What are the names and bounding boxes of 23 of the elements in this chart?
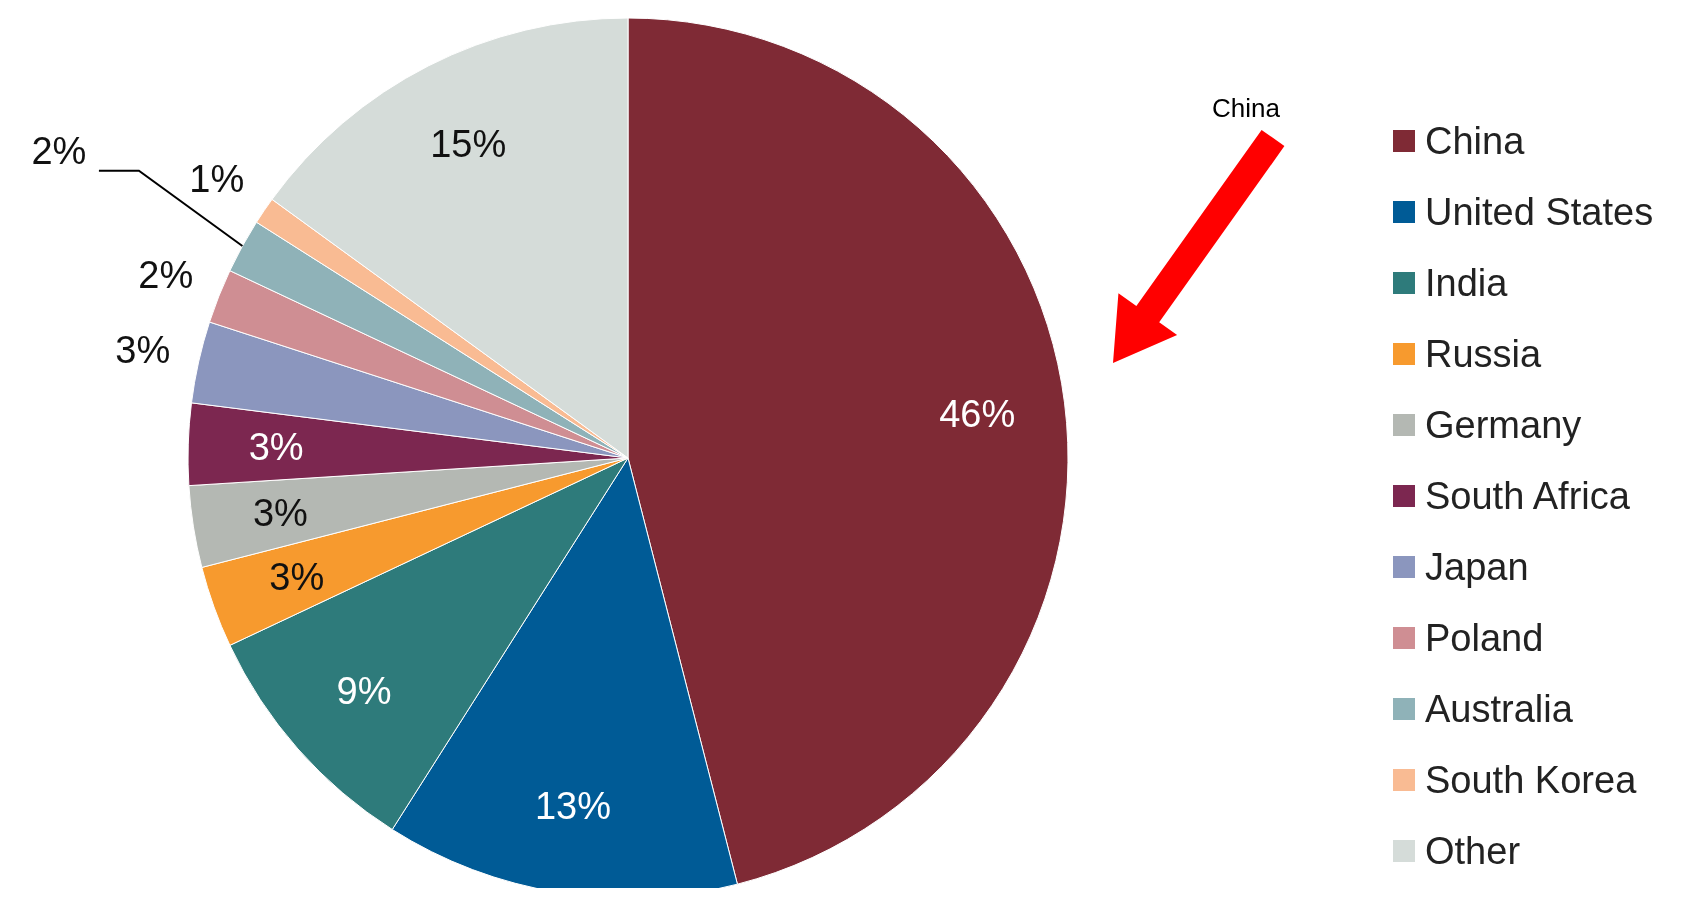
data-label: 9% — [336, 669, 392, 712]
data-label: 2% — [31, 129, 87, 172]
legend-label: Australia — [1425, 688, 1574, 730]
legend-label: South Korea — [1425, 759, 1638, 801]
data-label: 15% — [430, 123, 507, 166]
legend-label: India — [1425, 262, 1509, 304]
data-label: 13% — [534, 784, 611, 827]
legend-label: Japan — [1425, 546, 1529, 588]
legend-label: United States — [1425, 191, 1654, 233]
data-label: 1% — [189, 157, 245, 200]
data-label: 3% — [115, 328, 171, 371]
legend-label: Poland — [1425, 617, 1544, 659]
data-label: 2% — [138, 253, 194, 296]
data-label: 3% — [269, 556, 325, 599]
legend-label: Germany — [1425, 404, 1582, 446]
data-label: 3% — [248, 425, 304, 468]
legend-label: Russia — [1425, 333, 1543, 375]
legend-label: South Africa — [1425, 475, 1631, 517]
data-label: 46% — [939, 392, 1016, 435]
legend-label: Other — [1425, 830, 1521, 872]
data-label: 3% — [252, 492, 308, 535]
legend-label: China — [1425, 120, 1526, 162]
text: China — [1212, 93, 1281, 123]
